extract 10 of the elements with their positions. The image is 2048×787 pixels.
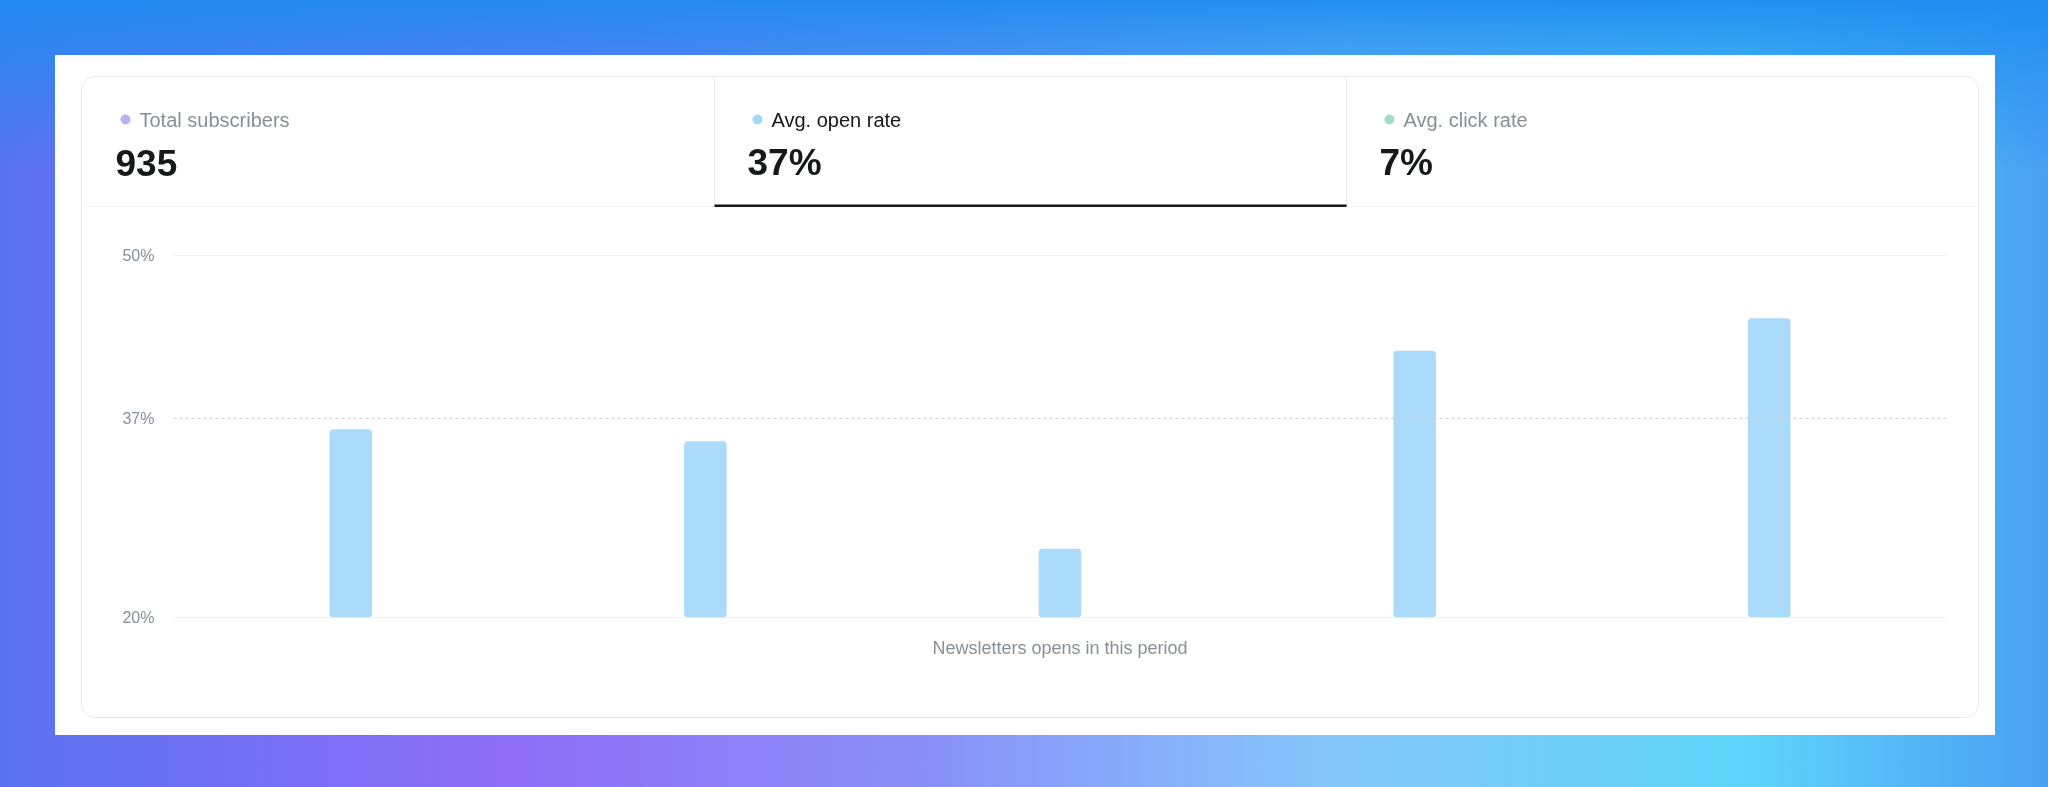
ref-line-label: 37% bbox=[122, 409, 155, 427]
category-label: Avg. open rate bbox=[771, 108, 902, 131]
x-axis-title: Newsletters opens in this period bbox=[932, 637, 1188, 658]
y-tick-label: 20% bbox=[122, 609, 155, 626]
category-label: Total subscribers bbox=[139, 108, 290, 131]
y-tick-label: 50% bbox=[122, 247, 155, 264]
category-label: Avg. click rate bbox=[1403, 108, 1528, 131]
text: 935 bbox=[115, 142, 178, 184]
text: 7% bbox=[1379, 142, 1433, 183]
text: 37% bbox=[747, 142, 822, 183]
